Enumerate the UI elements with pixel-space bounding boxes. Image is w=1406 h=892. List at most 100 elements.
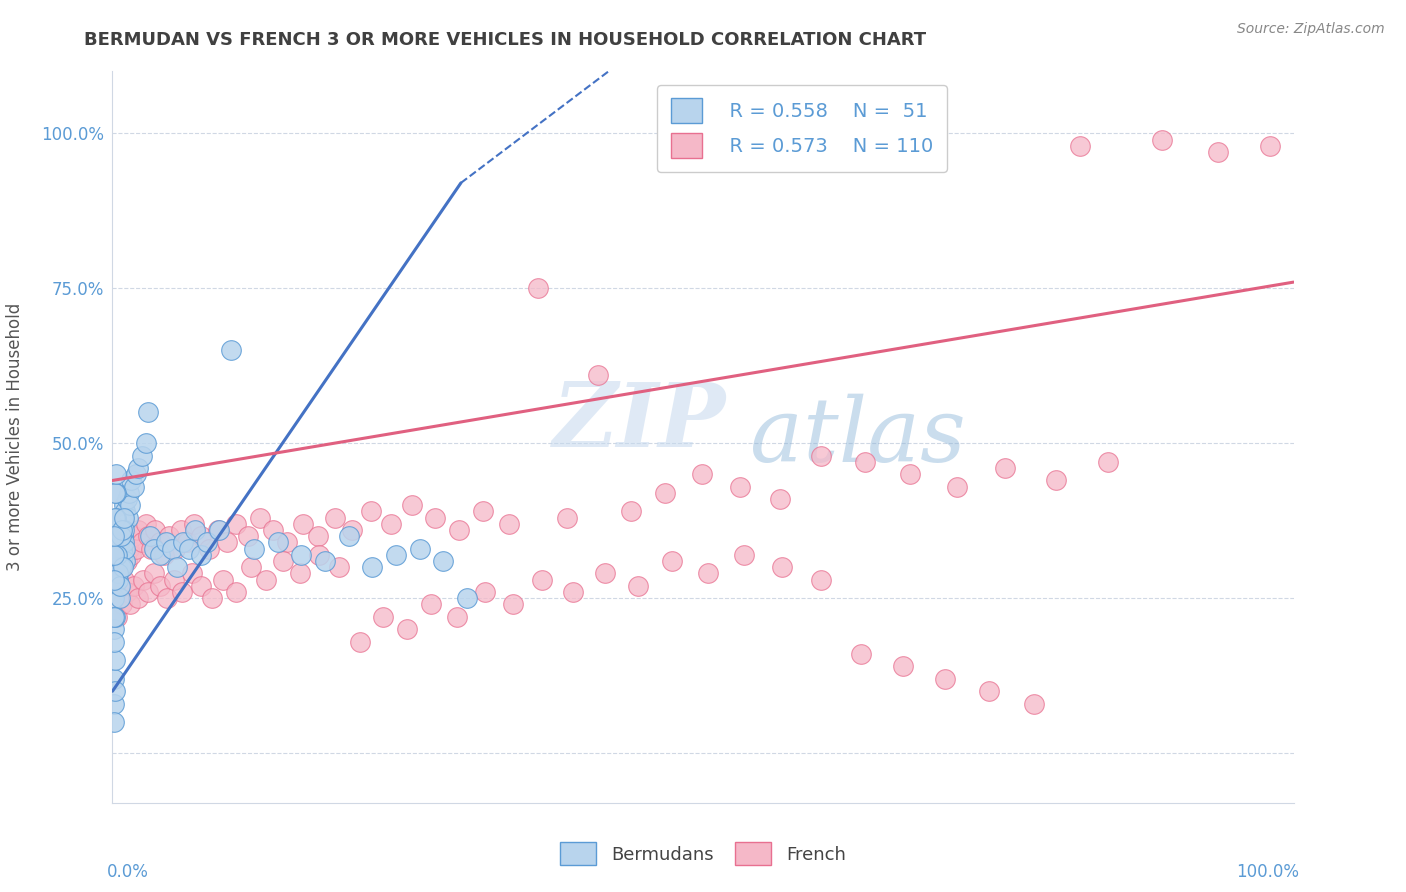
Point	[104, 610, 127, 624]
Point	[526, 281, 548, 295]
Point	[201, 591, 224, 606]
Point	[108, 548, 131, 562]
Point	[105, 529, 128, 543]
Point	[157, 529, 180, 543]
Point	[593, 566, 616, 581]
Point	[107, 566, 129, 581]
Point	[447, 523, 470, 537]
Point	[114, 541, 136, 556]
Point	[105, 573, 128, 587]
Point	[456, 591, 478, 606]
Point	[112, 510, 135, 524]
Point	[120, 548, 142, 562]
Point	[127, 591, 149, 606]
Point	[810, 449, 832, 463]
Point	[103, 548, 125, 562]
Text: 100.0%: 100.0%	[1236, 863, 1299, 881]
Point	[207, 523, 229, 537]
Point	[946, 480, 969, 494]
Point	[105, 523, 128, 537]
Point	[111, 541, 134, 556]
Point	[108, 523, 131, 537]
Point	[105, 535, 128, 549]
Point	[176, 535, 198, 549]
Point	[853, 455, 876, 469]
Point	[103, 634, 125, 648]
Point	[898, 467, 921, 482]
Point	[122, 529, 145, 543]
Point	[103, 697, 125, 711]
Point	[342, 523, 364, 537]
Point	[105, 548, 128, 562]
Text: 0.0%: 0.0%	[107, 863, 149, 881]
Point	[1206, 145, 1229, 159]
Point	[118, 541, 141, 556]
Point	[160, 541, 183, 556]
Point	[276, 535, 298, 549]
Point	[254, 573, 277, 587]
Point	[555, 510, 578, 524]
Point	[1045, 474, 1067, 488]
Point	[107, 541, 129, 556]
Point	[110, 523, 132, 537]
Point	[155, 535, 177, 549]
Point	[183, 516, 205, 531]
Point	[337, 529, 360, 543]
Point	[110, 560, 132, 574]
Point	[115, 585, 138, 599]
Point	[314, 554, 336, 568]
Point	[349, 634, 371, 648]
Point	[112, 560, 135, 574]
Point	[179, 541, 201, 556]
Point	[120, 474, 142, 488]
Point	[107, 560, 129, 574]
Text: atlas: atlas	[751, 393, 966, 481]
Point	[360, 504, 382, 518]
Point	[395, 622, 418, 636]
Point	[104, 486, 127, 500]
Point	[104, 529, 127, 543]
Point	[891, 659, 914, 673]
Point	[110, 510, 132, 524]
Point	[166, 560, 188, 574]
Point	[225, 516, 247, 531]
Point	[239, 560, 262, 574]
Point	[654, 486, 676, 500]
Point	[111, 554, 134, 568]
Point	[170, 523, 193, 537]
Point	[1097, 455, 1119, 469]
Text: ZIP: ZIP	[553, 379, 727, 466]
Point	[112, 516, 135, 531]
Point	[112, 498, 135, 512]
Point	[380, 516, 402, 531]
Point	[112, 535, 135, 549]
Point	[108, 585, 131, 599]
Point	[117, 510, 139, 524]
Point	[111, 541, 134, 556]
Point	[225, 585, 247, 599]
Point	[105, 610, 128, 624]
Text: Source: ZipAtlas.com: Source: ZipAtlas.com	[1237, 22, 1385, 37]
Point	[212, 573, 235, 587]
Point	[163, 573, 186, 587]
Point	[323, 510, 346, 524]
Point	[118, 486, 141, 500]
Point	[108, 591, 131, 606]
Point	[423, 510, 446, 524]
Point	[105, 554, 128, 568]
Point	[385, 548, 408, 562]
Point	[401, 498, 423, 512]
Point	[620, 504, 643, 518]
Point	[131, 449, 153, 463]
Point	[143, 523, 166, 537]
Point	[195, 535, 218, 549]
Point	[142, 541, 165, 556]
Point	[328, 560, 350, 574]
Point	[1022, 697, 1045, 711]
Point	[562, 585, 585, 599]
Point	[934, 672, 956, 686]
Point	[103, 622, 125, 636]
Point	[149, 548, 172, 562]
Point	[851, 647, 873, 661]
Point	[104, 598, 127, 612]
